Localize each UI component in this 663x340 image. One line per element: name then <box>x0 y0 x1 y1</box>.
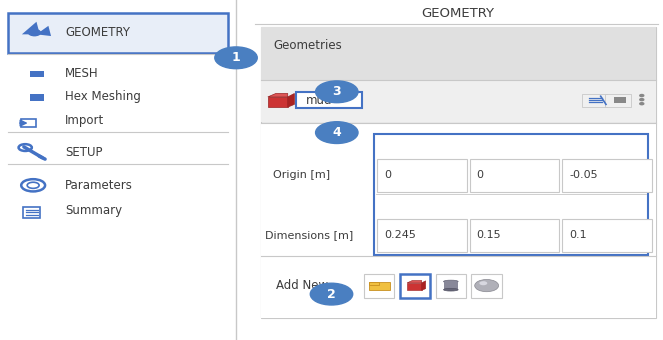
Text: MESH: MESH <box>65 67 99 80</box>
Polygon shape <box>422 281 426 290</box>
FancyBboxPatch shape <box>8 13 228 53</box>
FancyBboxPatch shape <box>470 159 559 192</box>
Polygon shape <box>407 280 422 283</box>
FancyBboxPatch shape <box>582 94 607 107</box>
FancyBboxPatch shape <box>377 219 467 252</box>
FancyBboxPatch shape <box>36 73 44 77</box>
Circle shape <box>316 81 358 103</box>
FancyBboxPatch shape <box>30 94 38 99</box>
FancyBboxPatch shape <box>369 282 379 285</box>
Text: mud: mud <box>306 94 332 107</box>
Circle shape <box>640 95 644 97</box>
FancyBboxPatch shape <box>268 97 288 107</box>
Text: 1: 1 <box>231 51 241 64</box>
Text: GEOMETRY: GEOMETRY <box>421 7 494 20</box>
FancyBboxPatch shape <box>619 97 626 101</box>
Text: 0.1: 0.1 <box>569 231 587 240</box>
Circle shape <box>316 122 358 143</box>
FancyBboxPatch shape <box>36 94 44 99</box>
Text: 3: 3 <box>332 85 341 98</box>
Text: Parameters: Parameters <box>65 179 133 192</box>
FancyBboxPatch shape <box>470 219 559 252</box>
Polygon shape <box>22 22 40 34</box>
Text: Origin [m]: Origin [m] <box>273 170 330 181</box>
Text: Dimensions [m]: Dimensions [m] <box>265 231 353 240</box>
Circle shape <box>475 279 499 292</box>
FancyBboxPatch shape <box>261 123 656 318</box>
FancyBboxPatch shape <box>407 283 422 290</box>
FancyBboxPatch shape <box>471 274 502 298</box>
Circle shape <box>640 103 644 105</box>
Polygon shape <box>288 94 294 107</box>
Text: 0.15: 0.15 <box>477 231 501 240</box>
FancyBboxPatch shape <box>0 0 236 340</box>
Circle shape <box>479 281 487 285</box>
Ellipse shape <box>444 280 458 283</box>
Text: GEOMETRY: GEOMETRY <box>65 26 130 39</box>
Text: SETUP: SETUP <box>65 146 103 159</box>
FancyBboxPatch shape <box>30 73 38 77</box>
Circle shape <box>29 30 40 36</box>
FancyBboxPatch shape <box>605 94 631 107</box>
Text: Summary: Summary <box>65 204 122 217</box>
FancyBboxPatch shape <box>261 27 656 318</box>
Polygon shape <box>268 94 288 97</box>
FancyBboxPatch shape <box>619 99 626 103</box>
Text: Add New: Add New <box>276 279 328 292</box>
Text: -0.05: -0.05 <box>569 170 598 181</box>
Ellipse shape <box>444 288 458 291</box>
FancyBboxPatch shape <box>562 219 652 252</box>
FancyBboxPatch shape <box>400 274 430 298</box>
FancyBboxPatch shape <box>369 282 390 290</box>
FancyBboxPatch shape <box>377 159 467 192</box>
Text: Geometries: Geometries <box>273 39 342 52</box>
FancyBboxPatch shape <box>374 134 648 255</box>
Polygon shape <box>36 26 51 36</box>
Circle shape <box>640 99 644 101</box>
FancyBboxPatch shape <box>614 99 621 103</box>
FancyBboxPatch shape <box>30 70 38 75</box>
Text: 4: 4 <box>332 126 341 139</box>
FancyBboxPatch shape <box>614 97 621 101</box>
FancyBboxPatch shape <box>444 282 458 290</box>
FancyBboxPatch shape <box>436 274 466 298</box>
FancyBboxPatch shape <box>36 70 44 75</box>
Circle shape <box>215 47 257 69</box>
Text: 0: 0 <box>384 170 391 181</box>
Text: 0.245: 0.245 <box>384 231 416 240</box>
FancyBboxPatch shape <box>296 92 362 108</box>
Text: Import: Import <box>65 114 104 127</box>
FancyBboxPatch shape <box>261 27 656 80</box>
FancyBboxPatch shape <box>30 97 38 101</box>
Circle shape <box>310 283 353 305</box>
Text: 0: 0 <box>477 170 483 181</box>
Text: Hex Meshing: Hex Meshing <box>65 90 141 103</box>
FancyBboxPatch shape <box>261 80 656 122</box>
Text: 2: 2 <box>327 288 336 301</box>
FancyBboxPatch shape <box>364 274 394 298</box>
FancyBboxPatch shape <box>562 159 652 192</box>
FancyBboxPatch shape <box>36 97 44 101</box>
